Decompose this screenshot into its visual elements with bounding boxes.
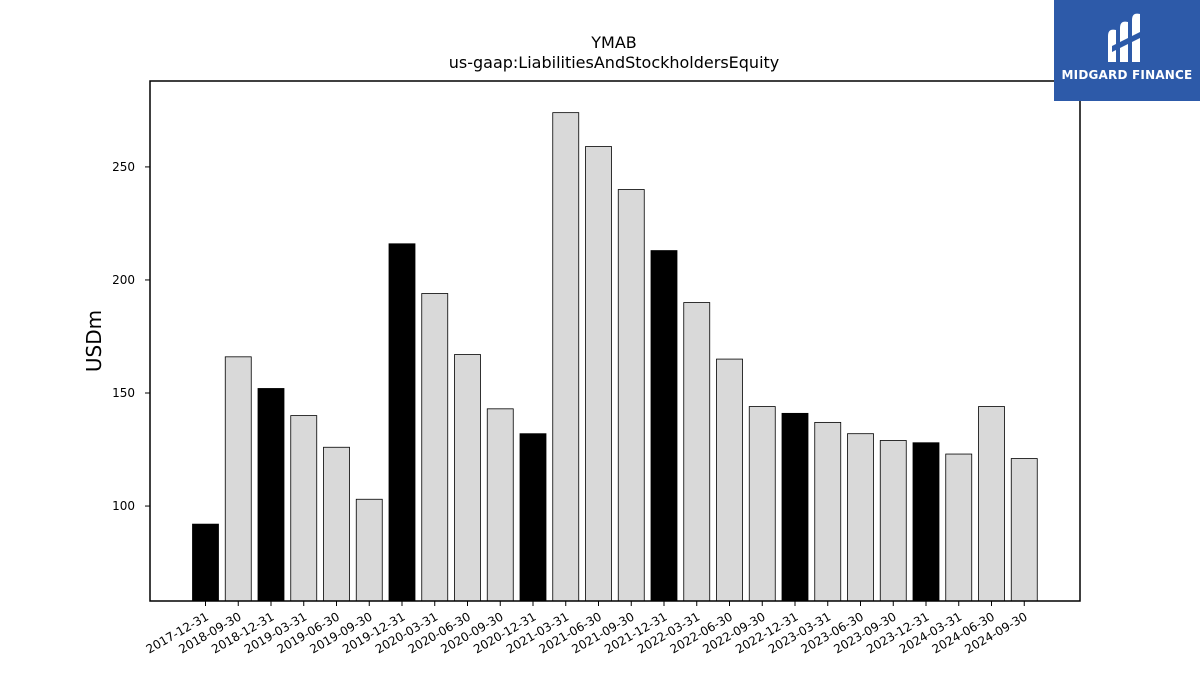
- bar-2020-06-30: [454, 354, 481, 602]
- y-tick-label: 250: [112, 160, 135, 174]
- brand-logo: MIDGARD FINANCE: [1054, 0, 1200, 101]
- plot-frame: [149, 80, 1081, 602]
- bar-2022-09-30: [748, 406, 776, 602]
- bar-2021-03-31: [552, 112, 580, 602]
- bar-2022-06-30: [716, 358, 743, 602]
- y-tick-label: 150: [112, 386, 135, 400]
- logo-name: MIDGARD FINANCE: [1061, 68, 1193, 82]
- bar-2019-09-30: [355, 498, 383, 602]
- bar-2022-03-31: [683, 302, 711, 602]
- bars-group: [192, 112, 1038, 602]
- y-tick-label: 200: [112, 273, 135, 287]
- bar-2021-12-31: [650, 250, 678, 602]
- bar-2020-12-31: [519, 433, 547, 602]
- logo-mark-icon: [1108, 13, 1140, 63]
- bar-2019-06-30: [323, 446, 350, 602]
- x-ticks-group: 2017-12-312018-09-302018-12-312019-03-31…: [144, 601, 1030, 656]
- bar-2018-09-30: [224, 356, 252, 602]
- y-axis-label: USDm: [82, 310, 106, 372]
- bar-2024-09-30: [1010, 458, 1038, 602]
- bar-2023-06-30: [847, 433, 874, 602]
- bar-2024-03-31: [945, 453, 973, 602]
- y-ticks-group: 100 150 200 250: [112, 160, 150, 513]
- bar-2019-12-31: [388, 243, 416, 602]
- bar-2021-09-30: [617, 189, 645, 602]
- bar-2018-12-31: [257, 388, 285, 602]
- bar-2023-09-30: [879, 440, 907, 602]
- bar-2023-12-31: [912, 442, 940, 602]
- bar-2023-03-31: [814, 421, 842, 602]
- bar-2024-06-30: [978, 406, 1005, 602]
- bar-2021-06-30: [585, 146, 612, 602]
- chart-subtitle: us-gaap:LiabilitiesAndStockholdersEquity: [449, 53, 780, 72]
- y-tick-label: 100: [112, 499, 135, 513]
- bar-2019-03-31: [290, 415, 318, 602]
- bar-2020-09-30: [486, 408, 514, 602]
- bar-2022-12-31: [781, 412, 809, 602]
- bar-2017-12-31: [192, 523, 219, 602]
- bar-2020-03-31: [421, 293, 449, 602]
- chart-title: YMAB: [590, 33, 637, 52]
